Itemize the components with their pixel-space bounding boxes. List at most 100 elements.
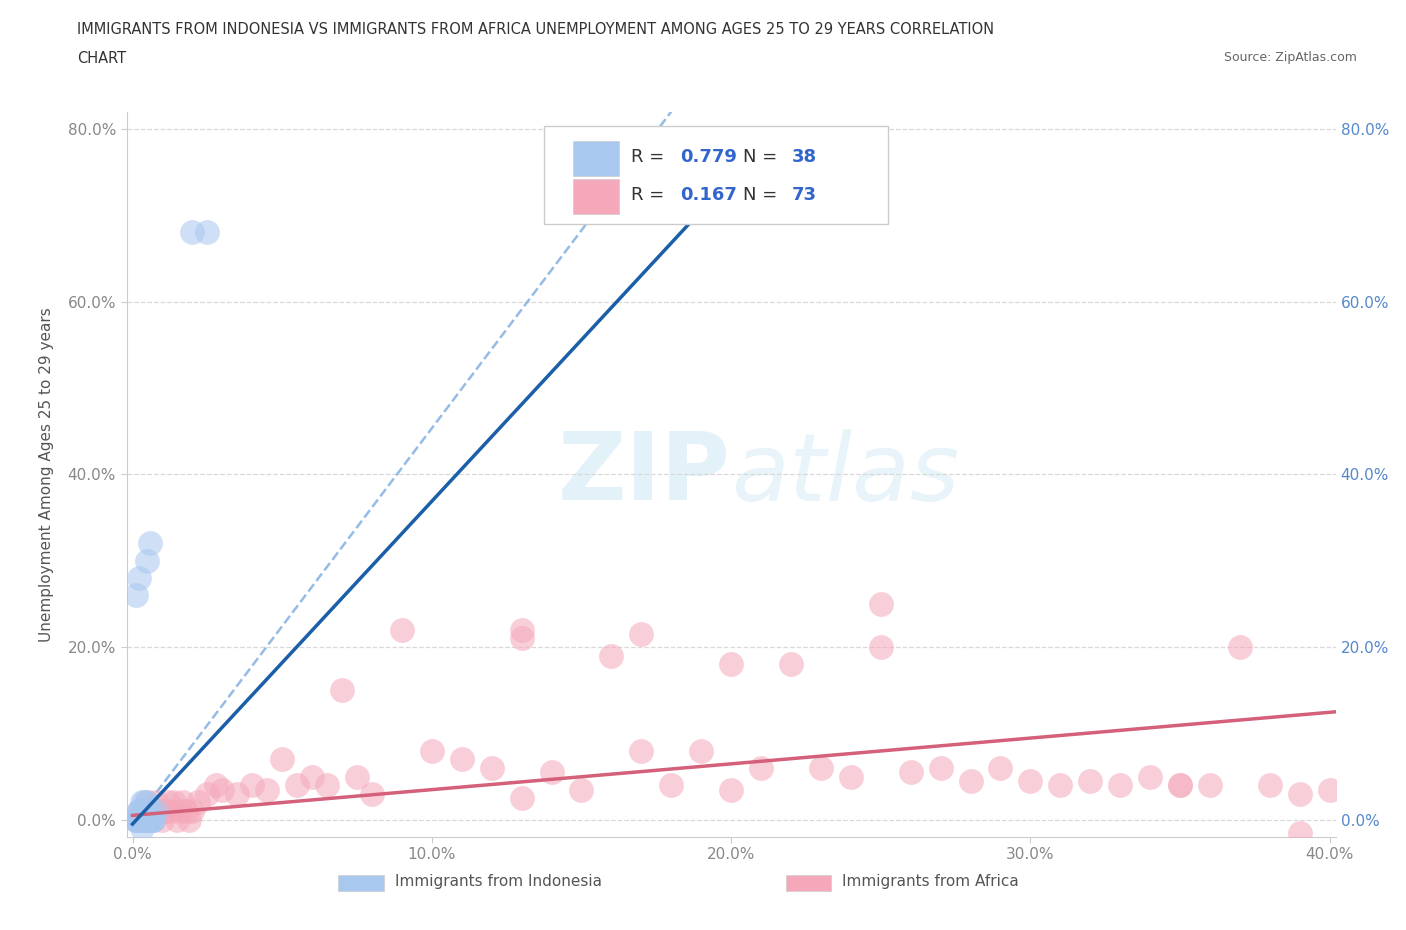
FancyBboxPatch shape xyxy=(544,126,889,224)
Text: CHART: CHART xyxy=(77,51,127,66)
Text: N =: N = xyxy=(744,186,783,204)
Point xyxy=(990,761,1012,776)
Point xyxy=(1168,777,1191,792)
Point xyxy=(630,743,652,758)
Point xyxy=(420,743,443,758)
Point xyxy=(211,782,233,797)
Point xyxy=(346,769,368,784)
Point xyxy=(869,596,891,611)
Point xyxy=(391,622,413,637)
Point xyxy=(134,804,156,818)
Point xyxy=(1168,777,1191,792)
Text: Immigrants from Indonesia: Immigrants from Indonesia xyxy=(395,874,602,889)
Point xyxy=(131,812,153,827)
Point xyxy=(720,782,742,797)
Point xyxy=(124,812,146,827)
Bar xyxy=(339,875,384,891)
Point xyxy=(139,812,162,827)
Point xyxy=(136,795,159,810)
Point xyxy=(124,812,146,827)
Point xyxy=(869,640,891,655)
Point xyxy=(134,804,156,818)
Point xyxy=(136,812,159,827)
Point xyxy=(128,804,150,818)
Point xyxy=(131,812,153,827)
Text: R =: R = xyxy=(631,148,669,166)
Point xyxy=(226,787,249,802)
Point xyxy=(131,812,153,827)
Point xyxy=(929,761,952,776)
Point xyxy=(139,812,162,827)
Point xyxy=(1288,787,1310,802)
Point xyxy=(195,225,218,240)
Text: R =: R = xyxy=(631,186,669,204)
Point xyxy=(166,812,188,827)
Point xyxy=(1019,774,1042,789)
Point xyxy=(134,804,156,818)
Text: N =: N = xyxy=(744,148,783,166)
Point xyxy=(1109,777,1132,792)
Point xyxy=(1258,777,1281,792)
Point xyxy=(540,764,562,779)
Point xyxy=(780,657,803,671)
Text: 73: 73 xyxy=(792,186,817,204)
Point xyxy=(481,761,503,776)
Point xyxy=(630,627,652,642)
Point xyxy=(571,782,593,797)
Point xyxy=(169,804,191,818)
Point xyxy=(330,683,353,698)
Point xyxy=(136,812,159,827)
Point xyxy=(145,804,167,818)
Y-axis label: Unemployment Among Ages 25 to 29 years: Unemployment Among Ages 25 to 29 years xyxy=(39,307,53,642)
Point xyxy=(128,570,150,585)
Point xyxy=(134,804,156,818)
Point xyxy=(134,812,156,827)
Point xyxy=(659,777,682,792)
Text: atlas: atlas xyxy=(731,429,959,520)
Point xyxy=(256,782,278,797)
Point xyxy=(142,812,165,827)
Point xyxy=(1139,769,1161,784)
Point xyxy=(131,795,153,810)
Point xyxy=(160,804,183,818)
Point xyxy=(128,804,150,818)
Text: Source: ZipAtlas.com: Source: ZipAtlas.com xyxy=(1223,51,1357,64)
Point xyxy=(131,812,153,827)
Point xyxy=(361,787,384,802)
Point xyxy=(131,804,153,818)
Bar xyxy=(786,875,831,891)
Point xyxy=(157,795,180,810)
Point xyxy=(163,795,186,810)
Point xyxy=(139,804,162,818)
Point xyxy=(240,777,263,792)
Point xyxy=(810,761,832,776)
Point xyxy=(152,812,174,827)
Point xyxy=(301,769,323,784)
Point xyxy=(839,769,862,784)
Point xyxy=(450,751,472,766)
Point xyxy=(1199,777,1222,792)
Point xyxy=(139,812,162,827)
Point xyxy=(195,787,218,802)
Point xyxy=(187,795,209,810)
Point xyxy=(124,812,146,827)
Point xyxy=(285,777,308,792)
Point xyxy=(510,790,533,805)
Point xyxy=(172,795,194,810)
Bar xyxy=(572,141,619,176)
Point xyxy=(181,804,204,818)
Point xyxy=(749,761,772,776)
Point xyxy=(139,804,162,818)
Point xyxy=(271,751,294,766)
Point xyxy=(690,743,713,758)
Point xyxy=(1049,777,1071,792)
Point xyxy=(1229,640,1251,655)
Point xyxy=(142,812,165,827)
Point xyxy=(134,795,156,810)
Text: ZIP: ZIP xyxy=(558,429,731,520)
Point xyxy=(155,804,177,818)
Point xyxy=(205,777,228,792)
Point xyxy=(145,795,167,810)
Point xyxy=(148,804,170,818)
Point xyxy=(959,774,981,789)
